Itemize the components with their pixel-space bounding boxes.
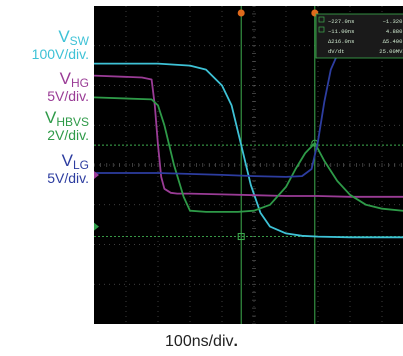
trace-vhg (93, 74, 403, 198)
trace-vsw (94, 62, 403, 239)
grid (93, 5, 403, 325)
label-vsw-scale: 100V/div. (31, 46, 89, 62)
cursor-marker-icon (237, 9, 245, 17)
cursor-cross-marker (237, 233, 245, 241)
readout-right-value: 25.00MV/s (379, 48, 403, 55)
readout-left-value: −11.00ns (328, 28, 354, 35)
label-vhg-scale: 5V/div. (47, 88, 89, 104)
readout-right-value: −1.320 V (383, 18, 403, 25)
x-axis-label-dot: . (233, 333, 238, 350)
label-vlg-name: VLG (61, 151, 89, 172)
label-vhg: VHG 5V/div. (47, 70, 89, 103)
oscilloscope-screen: −227.0ns −1.320 V −11.00ns 4.880 V Δ216.0ns Δ… (93, 5, 403, 325)
readout-right-value: 4.880 V (386, 28, 403, 35)
channel-markers (94, 170, 99, 231)
label-vhg-name: VHG (59, 69, 89, 90)
label-vhbvs: VHBVS 2V/div. (45, 109, 89, 142)
label-vlg: VLG 5V/div. (47, 152, 89, 185)
readout-left-value: dV/dt (328, 48, 345, 55)
trace-vhbvs (93, 96, 403, 213)
label-vhbvs-name: VHBVS (44, 108, 89, 129)
readout-box (315, 13, 403, 59)
waveform-plot: −227.0ns −1.320 V −11.00ns 4.880 V Δ216.0ns Δ… (93, 5, 403, 325)
x-axis-label-text: 100ns/div (165, 333, 234, 350)
x-axis-label: 100ns/div. (0, 333, 403, 351)
readout-left-value: −227.0ns (328, 18, 354, 25)
label-vsw-name: VSW (58, 27, 89, 48)
traces (93, 34, 403, 239)
label-vhbvs-scale: 2V/div. (47, 127, 89, 143)
cursor-lines (94, 6, 403, 324)
readout-cursor-icon (318, 16, 325, 23)
readout-cursor-icon (318, 26, 325, 33)
readout-left-value: Δ216.0ns (328, 38, 354, 45)
label-vsw: VSW 100V/div. (32, 28, 89, 61)
readout-right-value: Δ5.400 V (383, 38, 403, 45)
cursor-readout: −227.0ns −1.320 V −11.00ns 4.880 V Δ216.0ns Δ… (315, 13, 403, 59)
ground-marker-icon (94, 222, 99, 231)
label-vlg-scale: 5V/div. (47, 170, 89, 186)
ground-marker-icon (94, 170, 99, 179)
